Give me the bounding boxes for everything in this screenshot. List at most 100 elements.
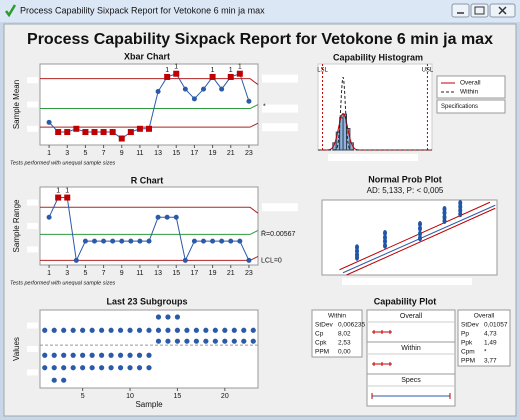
- stat-value: 3,77: [484, 358, 497, 365]
- x-axis-label: Sample: [135, 400, 163, 409]
- data-point: [108, 327, 114, 333]
- data-point: [61, 352, 67, 358]
- maximize-button[interactable]: [470, 3, 489, 18]
- stat-name: Cpk: [315, 340, 327, 347]
- note: Tests performed with unequal sample size…: [10, 280, 116, 286]
- test-flag: 1: [229, 67, 233, 74]
- data-point: [70, 352, 76, 358]
- control-limit-end: [249, 206, 259, 214]
- interval-marker: [380, 362, 384, 366]
- data-point: [136, 365, 143, 371]
- panel-title: Xbar Chart: [124, 51, 170, 61]
- y-axis-label: Sample Mean: [12, 80, 21, 129]
- hidden-label: [27, 346, 38, 352]
- control-limit-end: [249, 122, 259, 128]
- x-tick-label: 17: [191, 150, 199, 157]
- data-point: [136, 352, 143, 358]
- out-of-control-point: [55, 194, 62, 201]
- panel-title: R Chart: [131, 175, 164, 185]
- data-point: [51, 352, 57, 358]
- stat-value: 8,02: [338, 331, 351, 338]
- data-point: [51, 365, 57, 371]
- close-icon: [498, 6, 507, 15]
- data-point: [458, 211, 463, 218]
- plot-area: [39, 186, 259, 266]
- data-point: [383, 230, 387, 236]
- data-point: [182, 257, 188, 263]
- data-point: [155, 327, 162, 333]
- data-point: [237, 238, 243, 244]
- data-point: [165, 314, 171, 320]
- plot-row-label: Within: [401, 345, 421, 352]
- data-point: [184, 327, 190, 333]
- data-point: [155, 314, 162, 320]
- data-point: [165, 327, 171, 333]
- data-point: [250, 338, 256, 344]
- data-point: [128, 238, 134, 244]
- data-point: [250, 327, 256, 333]
- out-of-control-point: [127, 129, 134, 136]
- hidden-label: [27, 199, 38, 206]
- x-tick-label: 3: [65, 150, 69, 157]
- stat-value: *: [484, 349, 487, 356]
- hidden-label: [262, 203, 298, 212]
- out-of-control-point: [55, 129, 62, 136]
- annotation: *: [263, 103, 266, 110]
- limit-label: LCL=0: [261, 257, 282, 264]
- x-tick-label: 21: [227, 270, 235, 277]
- data-point: [146, 365, 152, 371]
- data-point: [219, 238, 225, 244]
- stat-value: 1,49: [484, 340, 497, 347]
- x-tick-label: 23: [245, 270, 253, 277]
- data-point: [164, 214, 170, 220]
- x-tick-label: 5: [81, 393, 85, 400]
- data-point: [101, 238, 107, 244]
- title-bar: [0, 0, 520, 22]
- confidence-band: [339, 201, 491, 271]
- data-point: [127, 327, 133, 333]
- data-point: [210, 238, 216, 244]
- test-flag: 1: [165, 67, 169, 74]
- y-axis-label: Sample Range: [12, 199, 21, 252]
- data-point: [80, 327, 86, 333]
- minimize-button[interactable]: [451, 3, 470, 18]
- out-of-control-point: [109, 129, 116, 136]
- data-point: [418, 235, 422, 242]
- data-point: [127, 365, 133, 371]
- hidden-label: [328, 154, 418, 161]
- data-point: [174, 338, 181, 344]
- out-of-control-point: [64, 129, 71, 136]
- data-point: [203, 327, 209, 333]
- data-point: [99, 352, 105, 358]
- panel-title: Normal Prob Plot: [368, 174, 442, 184]
- data-point: [201, 238, 206, 244]
- interval-marker: [372, 330, 376, 334]
- control-limit-end: [249, 229, 259, 235]
- data-point: [51, 377, 57, 383]
- data-point: [418, 225, 422, 232]
- test-flag: 1: [56, 187, 60, 194]
- x-tick-label: 17: [191, 270, 199, 277]
- out-of-control-point: [146, 125, 152, 132]
- data-point: [108, 365, 114, 371]
- plot-row-label: Overall: [400, 313, 423, 320]
- stat-name: Cpm: [461, 349, 475, 356]
- x-tick-label: 10: [126, 393, 134, 400]
- data-point: [119, 238, 125, 244]
- stat-name: Ppk: [461, 340, 473, 347]
- maximize-icon: [474, 6, 485, 15]
- data-point: [155, 214, 161, 220]
- hidden-label: [27, 369, 38, 376]
- data-point: [193, 338, 199, 344]
- data-point: [241, 338, 247, 344]
- legend-label: Specifications: [441, 104, 478, 110]
- x-tick-label: 20: [221, 393, 229, 400]
- out-of-control-point: [209, 73, 216, 80]
- stat-name: Pp: [461, 331, 469, 338]
- out-of-control-point: [164, 73, 171, 80]
- panel-title: Last 23 Subgroups: [106, 296, 187, 306]
- data-point: [246, 98, 252, 104]
- hidden-label: [27, 125, 38, 132]
- data-point: [193, 327, 199, 333]
